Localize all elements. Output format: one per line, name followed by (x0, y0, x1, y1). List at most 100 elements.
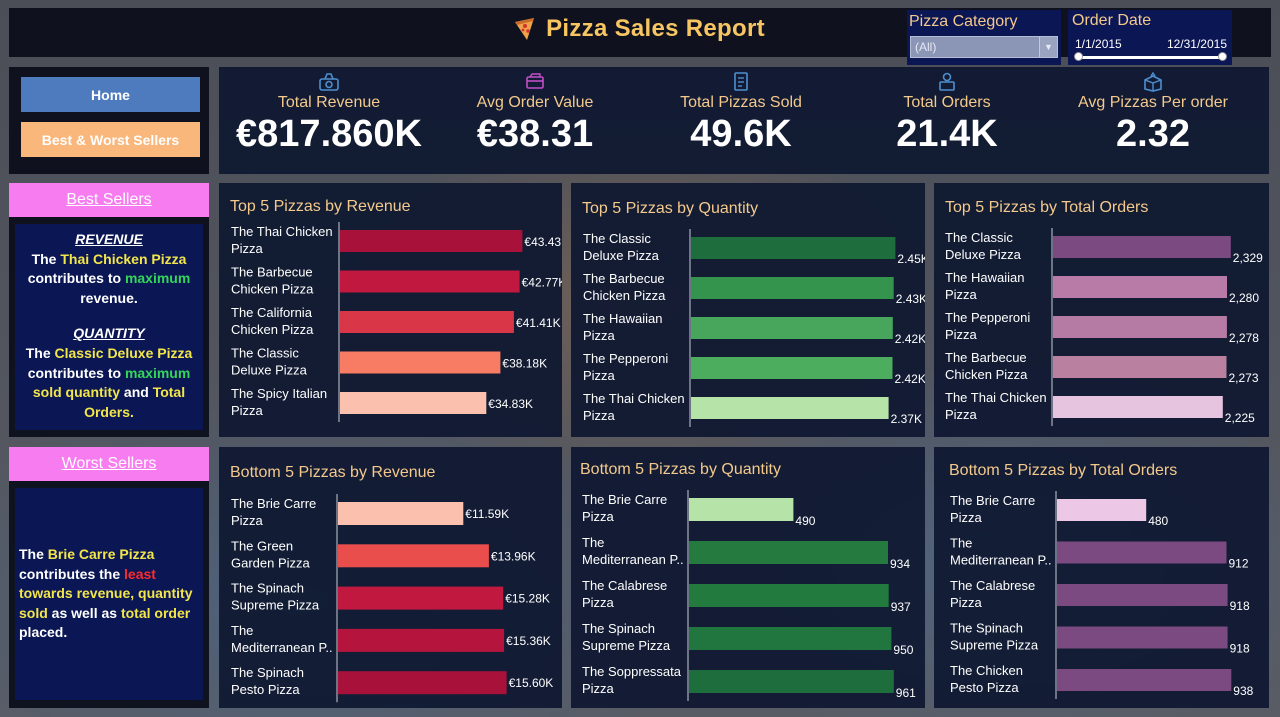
best-worst-sellers-button[interactable]: Best & Worst Sellers (21, 122, 200, 157)
bar-group[interactable]: The Mediterranean P.. 912 (950, 536, 1249, 571)
bar-group[interactable]: The Calabrese Pizza 918 (950, 578, 1250, 613)
date-slider-track[interactable] (1078, 56, 1224, 59)
category-label: The (582, 535, 604, 550)
category-label: Pizza (950, 595, 983, 610)
bar[interactable] (691, 317, 893, 339)
bar-group[interactable]: The Brie Carre Pizza 480 (950, 493, 1169, 528)
category-label: The Hawaiian (945, 270, 1025, 285)
bar-group[interactable]: The Classic Deluxe Pizza 2,329 (945, 230, 1263, 265)
bar[interactable] (340, 392, 487, 414)
category-label: Pizza (231, 241, 264, 256)
category-label: Garden Pizza (231, 555, 311, 570)
bar-group[interactable]: The Spinach Supreme Pizza €15.28K (231, 581, 550, 613)
bar-group[interactable]: The Thai Chicken Pizza 2,225 (945, 390, 1255, 425)
chart-top-revenue-plot: The Thai Chicken Pizza €43.43K The Barbecue… (231, 222, 562, 422)
bar[interactable] (338, 586, 504, 610)
bar[interactable] (1057, 541, 1227, 564)
bar-group[interactable]: The Spinach Supreme Pizza 950 (582, 621, 914, 657)
bar-group[interactable]: The Thai Chicken Pizza 2.37K (583, 391, 922, 426)
bar-group[interactable]: The Spinach Pesto Pizza €15.60K (231, 665, 553, 697)
bar[interactable] (1057, 669, 1232, 691)
bar-group[interactable]: The Hawaiian Pizza 2,280 (945, 270, 1259, 305)
bar-group[interactable]: The Mediterranean P.. 934 (582, 535, 910, 571)
bar[interactable] (1057, 626, 1228, 649)
data-label: 2.45K (897, 252, 925, 266)
bar-group[interactable]: The Soppressata Pizza 961 (582, 664, 916, 700)
category-label: Deluxe Pizza (231, 363, 308, 378)
bar[interactable] (691, 277, 894, 299)
bar-group[interactable]: The Barbecue Chicken Pizza €42.77K (231, 265, 562, 297)
bar-group[interactable]: The Pepperoni Pizza 2.42K (583, 351, 925, 386)
bar[interactable] (1053, 276, 1227, 298)
bar[interactable] (691, 397, 889, 419)
category-label: The Thai Chicken (231, 224, 333, 239)
bar-group[interactable]: The Spicy Italian Pizza €34.83K (231, 386, 533, 418)
chart-bottom-quantity-plot: The Brie Carre Pizza 490 The Mediterranean P… (582, 490, 916, 701)
category-label: Chicken Pizza (945, 367, 1028, 382)
bar[interactable] (689, 498, 794, 521)
chart-title: Top 5 Pizzas by Quantity (582, 200, 759, 217)
bar[interactable] (689, 670, 894, 693)
category-label: The California (231, 305, 313, 320)
bar-group[interactable]: The Chicken Pesto Pizza 938 (950, 663, 1254, 698)
bar-group[interactable]: The Calabrese Pizza 937 (582, 578, 911, 614)
category-label: Supreme Pizza (231, 598, 320, 613)
bar[interactable] (689, 541, 888, 564)
bar[interactable] (340, 270, 520, 293)
category-label: Deluxe Pizza (945, 247, 1022, 262)
bar-group[interactable]: The Pepperoni Pizza 2,278 (945, 310, 1259, 345)
kpi-label: Avg Order Value (476, 94, 594, 111)
data-label: 950 (893, 643, 913, 657)
highlight-revenue: towards revenue, (19, 585, 135, 602)
data-label: 480 (1148, 514, 1168, 528)
bar[interactable] (338, 544, 489, 568)
bar[interactable] (689, 627, 892, 650)
date-slider-end-handle[interactable] (1218, 52, 1227, 61)
text-segment: revenue. (80, 289, 138, 306)
chart-top-quantity-plot: The Classic Deluxe Pizza 2.45K The Barbecue… (583, 229, 925, 427)
category-label: Pizza (582, 681, 615, 696)
pizza-category-dropdown[interactable]: (All) ▼ (910, 36, 1058, 58)
bar[interactable] (338, 671, 507, 695)
bar[interactable] (1057, 584, 1228, 606)
bar-group[interactable]: The Barbecue Chicken Pizza 2.43K (583, 271, 925, 306)
best-revenue-block: REVENUE The Thai Chicken Pizza contribut… (15, 230, 203, 308)
order-date-start[interactable]: 1/1/2015 (1075, 37, 1122, 51)
data-label: €38.18K (502, 357, 547, 371)
bar-group[interactable]: The California Chicken Pizza €41.41K (231, 305, 561, 337)
bar-group[interactable]: The Brie Carre Pizza €11.59K (231, 496, 509, 528)
bar-group[interactable]: The Hawaiian Pizza 2.42K (583, 311, 925, 346)
bar[interactable] (1053, 356, 1227, 378)
bar[interactable] (1057, 499, 1147, 521)
bar[interactable] (1053, 396, 1223, 418)
bar[interactable] (338, 628, 505, 652)
category-label: Supreme Pizza (582, 638, 671, 653)
bar-group[interactable]: The Barbecue Chicken Pizza 2,273 (945, 350, 1259, 385)
bar[interactable] (689, 584, 889, 607)
chevron-down-icon[interactable]: ▼ (1039, 37, 1057, 57)
bar-group[interactable]: The Brie Carre Pizza 490 (582, 492, 816, 528)
bar[interactable] (340, 311, 514, 333)
highlight-sold-quantity: sold quantity (32, 384, 121, 401)
best-sellers-title: Best Sellers (9, 183, 209, 217)
date-slider-start-handle[interactable] (1074, 52, 1083, 61)
bar-group[interactable]: The Classic Deluxe Pizza €38.18K (231, 346, 547, 378)
bar[interactable] (691, 357, 893, 379)
bar-group[interactable]: The Thai Chicken Pizza €43.43K (231, 224, 562, 256)
worst-block: The Brie Carre Pizza contributes the lea… (19, 545, 203, 643)
chart-top-revenue: Top 5 Pizzas by Revenue The Thai Chicken… (219, 183, 562, 437)
category-label: The Classic (231, 346, 299, 361)
home-button[interactable]: Home (21, 77, 200, 112)
bar-group[interactable]: The Mediterranean P.. €15.36K (231, 623, 551, 655)
bar[interactable] (1053, 236, 1231, 258)
bar[interactable] (340, 230, 523, 252)
bar-group[interactable]: The Green Garden Pizza €13.96K (231, 538, 536, 570)
bar-group[interactable]: The Classic Deluxe Pizza 2.45K (583, 231, 925, 266)
bar-group[interactable]: The Spinach Supreme Pizza 918 (950, 621, 1250, 656)
order-date-end[interactable]: 12/31/2015 (1166, 37, 1227, 51)
bar[interactable] (340, 351, 501, 374)
bar[interactable] (1053, 316, 1227, 338)
bar[interactable] (338, 502, 464, 525)
data-label: 2,278 (1229, 331, 1259, 345)
bar[interactable] (691, 237, 896, 259)
